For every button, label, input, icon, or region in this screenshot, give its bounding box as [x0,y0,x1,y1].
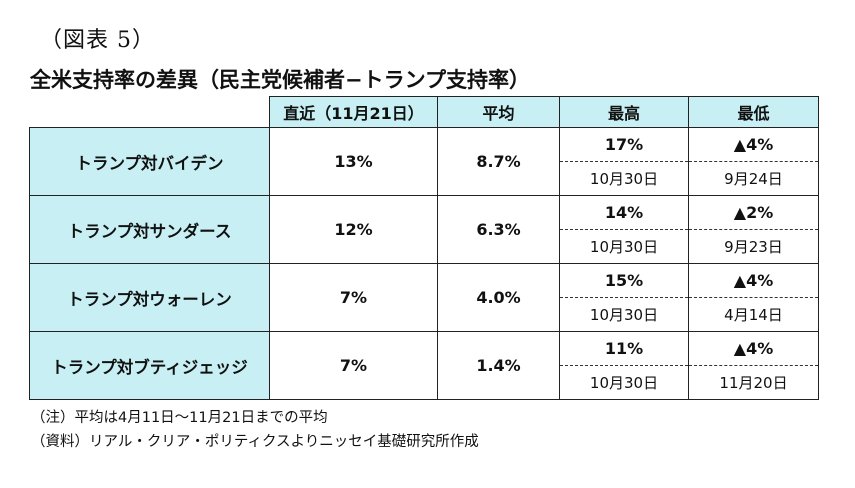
table-row-dates: 10月30日 9月24日 [30,161,819,196]
table-row: トランプ対バイデン 13% 8.7% 17% ▲4% [29,127,819,196]
average-cell: 4.0% [437,263,560,332]
average-cell: 8.7% [437,127,560,196]
figure-label: （図表 5） [40,28,155,53]
table-row-dates: 10月30日 11月20日 [30,365,819,400]
average-cell: 6.3% [437,195,560,264]
header-min: 最低 [688,96,819,128]
table-row-dates: 10月30日 9月23日 [30,229,819,264]
recent-cell: 13% [269,127,438,196]
min-value-cell: ▲2% [688,195,819,230]
max-value-cell: 11% [559,331,689,366]
candidate-cell: トランプ対ブティジェッジ [29,331,270,400]
min-value-cell: ▲4% [688,331,819,366]
table-row-dates: 10月30日 4月14日 [30,297,819,332]
poll-difference-table: 直近（11月21日） 平均 最高 最低 トランプ対バイデン 13% 8.7% 1… [29,96,819,400]
header-corner [29,96,270,128]
candidate-cell: トランプ対サンダース [29,195,270,264]
recent-cell: 7% [269,331,438,400]
header-recent: 直近（11月21日） [269,96,438,128]
max-value-cell: 14% [559,195,689,230]
recent-cell: 12% [269,195,438,264]
max-value-cell: 15% [559,263,689,298]
header-average: 平均 [437,96,560,128]
max-value-cell: 17% [559,127,689,162]
max-date-cell: 10月30日 [559,161,689,196]
candidate-cell: トランプ対バイデン [29,127,270,196]
min-date-cell: 11月20日 [688,365,819,400]
table-row: トランプ対サンダース 12% 6.3% 14% ▲2% [29,195,819,264]
table-header-row: 直近（11月21日） 平均 最高 最低 [29,96,819,128]
table-title: 全米支持率の差異（民主党候補者−トランプ支持率） [30,68,530,92]
average-cell: 1.4% [437,331,560,400]
max-date-cell: 10月30日 [559,297,689,332]
header-max: 最高 [559,96,689,128]
recent-cell: 7% [269,263,438,332]
candidate-cell: トランプ対ウォーレン [29,263,270,332]
table-source: （資料）リアル・クリア・ポリティクスよりニッセイ基礎研究所作成 [31,434,479,450]
min-date-cell: 9月24日 [688,161,819,196]
max-date-cell: 10月30日 [559,365,689,400]
min-value-cell: ▲4% [688,127,819,162]
table-note: （注）平均は4月11日～11月21日までの平均 [31,410,328,426]
table-row: トランプ対ブティジェッジ 7% 1.4% 11% ▲4% [29,331,819,400]
table-row: トランプ対ウォーレン 7% 4.0% 15% ▲4% [29,263,819,332]
min-date-cell: 9月23日 [688,229,819,264]
min-value-cell: ▲4% [688,263,819,298]
min-date-cell: 4月14日 [688,297,819,332]
max-date-cell: 10月30日 [559,229,689,264]
